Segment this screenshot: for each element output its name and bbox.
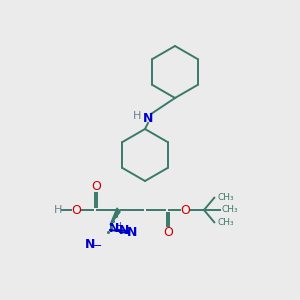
Text: CH₃: CH₃ (217, 218, 234, 227)
Text: N: N (143, 112, 153, 124)
Text: O: O (163, 226, 173, 238)
Text: N: N (127, 226, 137, 239)
Text: +: + (117, 221, 123, 230)
Text: −: − (93, 241, 103, 251)
Text: H: H (133, 111, 141, 121)
Text: CH₃: CH₃ (222, 206, 238, 214)
Text: N: N (85, 238, 95, 250)
Text: O: O (180, 203, 190, 217)
Text: O: O (71, 203, 81, 217)
Polygon shape (110, 208, 120, 225)
Text: N: N (109, 223, 119, 236)
Text: H: H (54, 205, 62, 215)
Text: N: N (119, 224, 129, 238)
Text: CH₃: CH₃ (217, 193, 234, 202)
Text: O: O (91, 181, 101, 194)
